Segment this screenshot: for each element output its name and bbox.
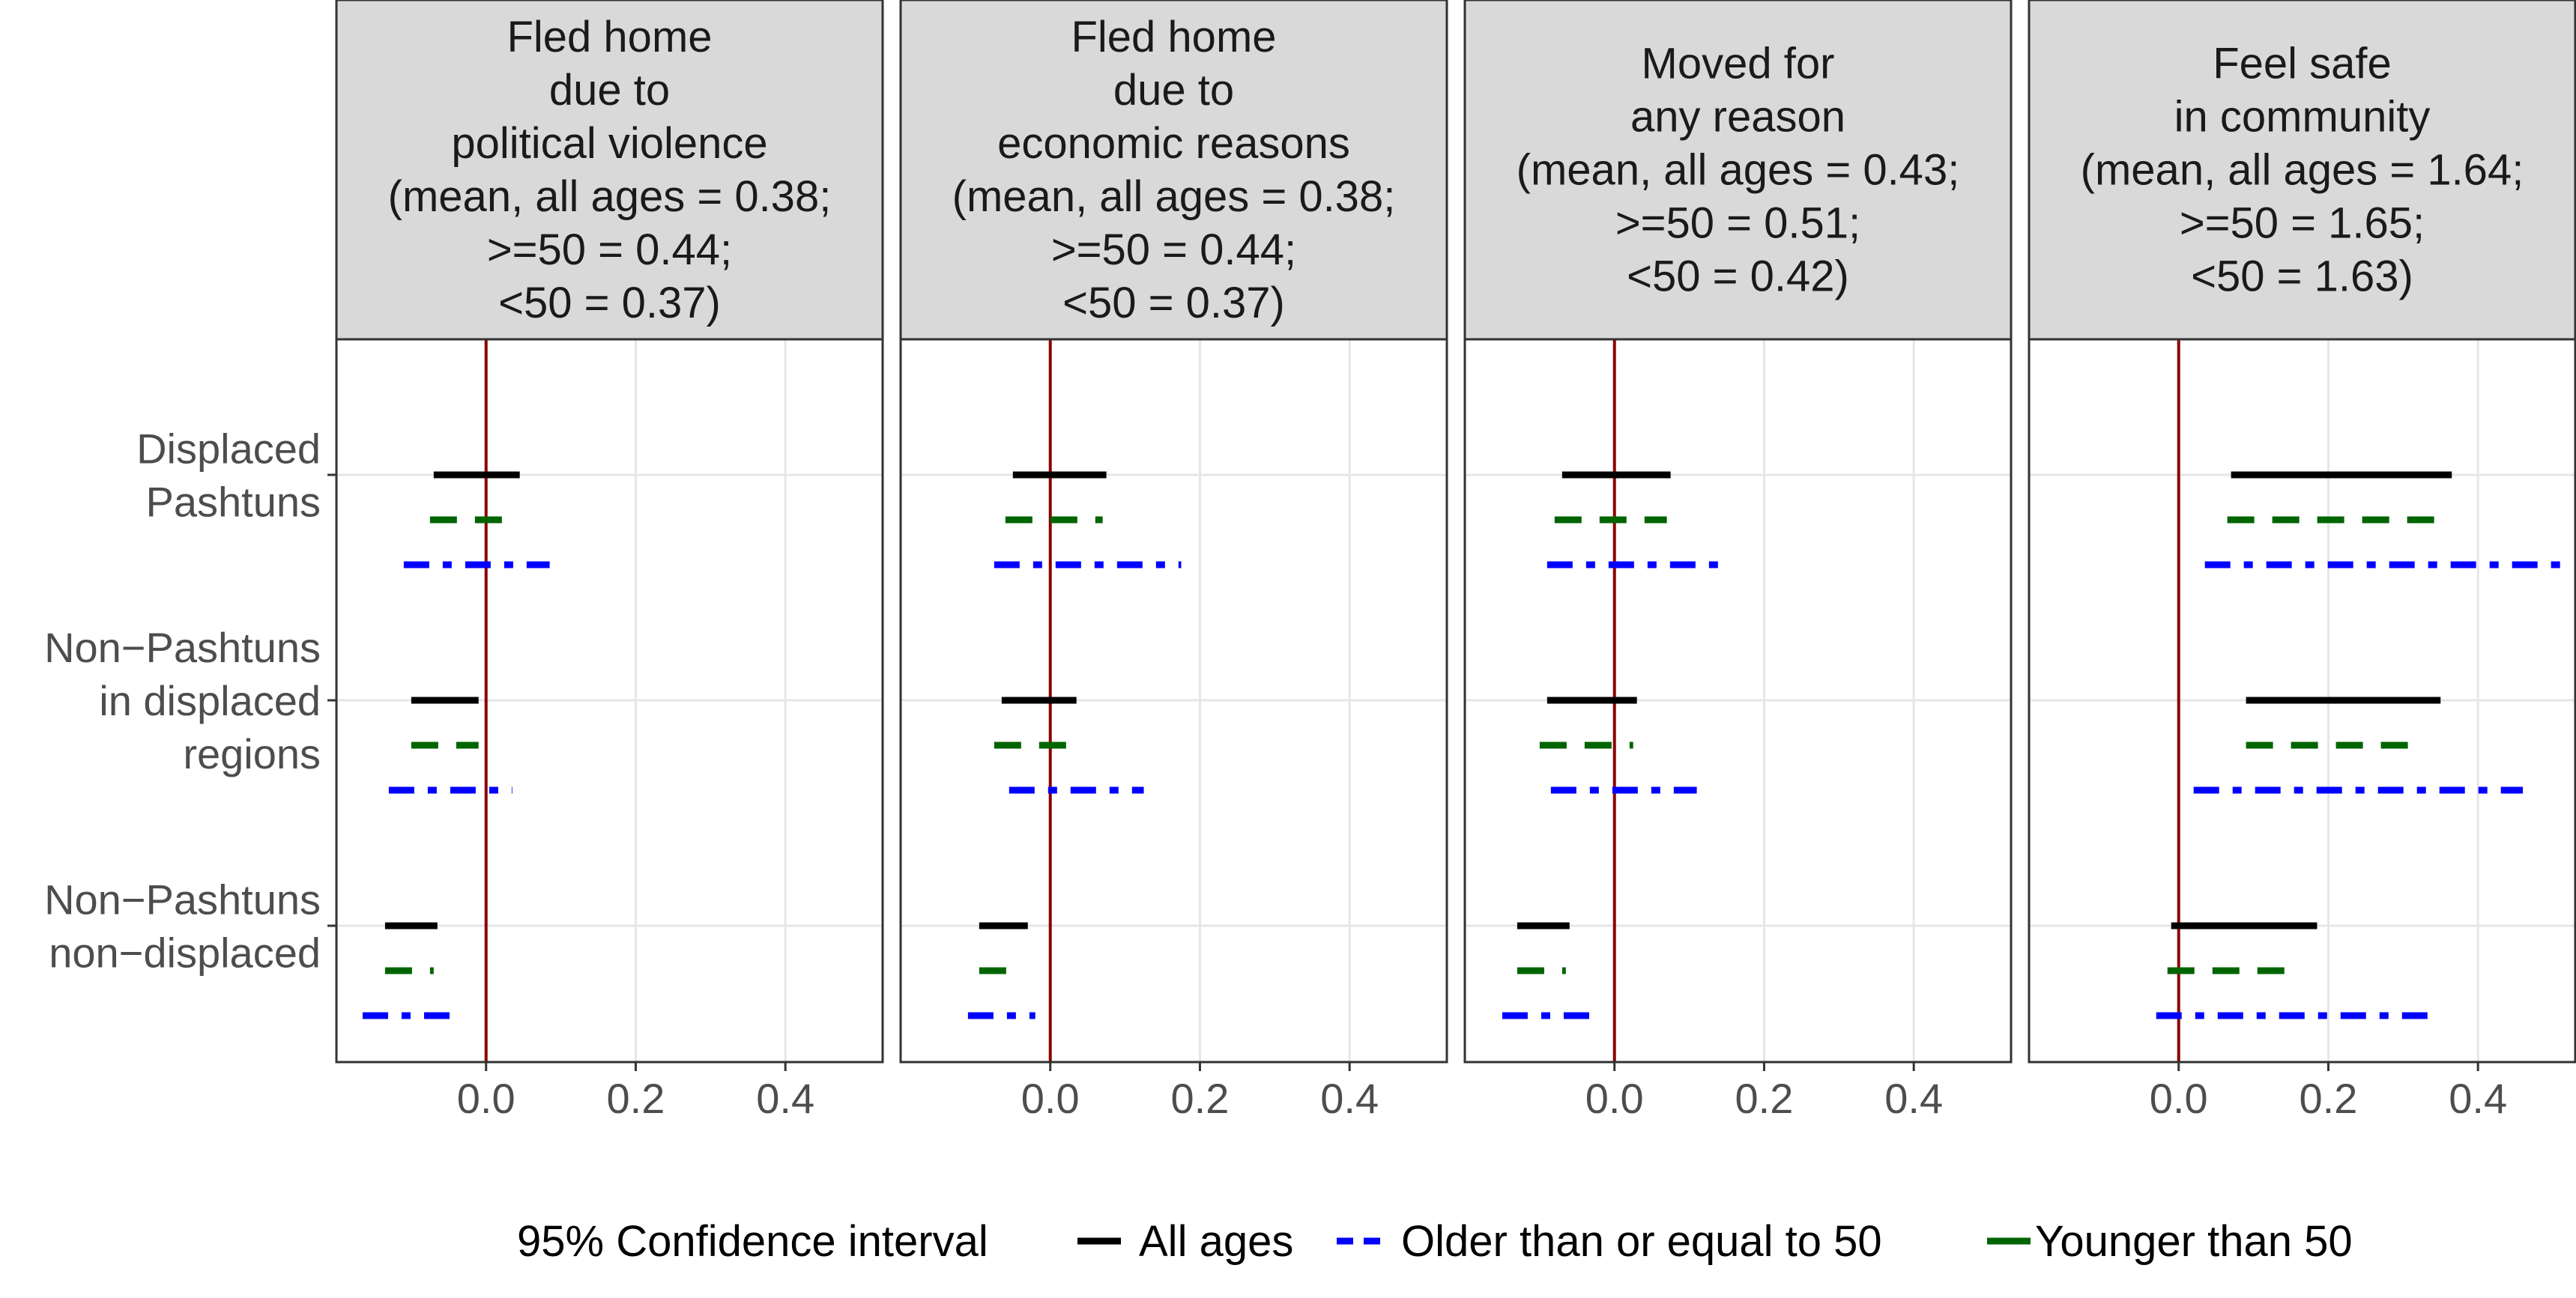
facet-title-line: >=50 = 0.44; — [487, 225, 732, 274]
facet-title-line: (mean, all ages = 0.43; — [1517, 146, 1960, 195]
legend-label-all: All ages — [1139, 1217, 1293, 1266]
legend-item-all: All ages — [1077, 1217, 1293, 1266]
x-tick-label: 0.0 — [2150, 1075, 2208, 1122]
panel-border — [1463, 338, 2013, 1064]
x-tick-label: 0.2 — [2300, 1075, 2358, 1122]
facet-strip — [899, 0, 1448, 341]
panel-border — [2028, 338, 2576, 1064]
facet-title-line: in community — [2174, 93, 2431, 142]
x-tick-label: 0.4 — [1884, 1075, 1943, 1122]
facet-title-line: >=50 = 0.51; — [1615, 199, 1860, 248]
facet-title-line: (mean, all ages = 1.64; — [2081, 146, 2524, 195]
facet-title-line: due to — [549, 66, 670, 115]
facet-strip — [2028, 0, 2576, 341]
y-axis-label-line: non−displaced — [49, 929, 321, 977]
x-tick-label: 0.0 — [1585, 1075, 1644, 1122]
y-axis-label: Non−Pashtuns non−displaced — [44, 876, 336, 977]
y-axis-label: Non−Pashtuns in displaced regions — [44, 624, 336, 777]
y-axis-label-line: regions — [183, 730, 321, 777]
x-tick-label: 0.2 — [1735, 1075, 1794, 1122]
y-axis-label-line: Non−Pashtuns — [44, 624, 321, 671]
facet-title-line: economic reasons — [997, 119, 1350, 168]
legend-item-younger: Younger than 50 — [1987, 1217, 2353, 1266]
x-tick-label: 0.4 — [2449, 1075, 2507, 1122]
y-axis-label-line: Displaced — [136, 425, 321, 473]
facet-panel: Moved for any reason(mean, all ages = 0.4… — [1463, 0, 2013, 1122]
x-tick-label: 0.4 — [756, 1075, 814, 1122]
y-axis-label-line: Pashtuns — [146, 479, 321, 526]
x-tick-label: 0.4 — [1320, 1075, 1379, 1122]
facet-title-line: >=50 = 1.65; — [2180, 199, 2425, 248]
facet-title-line: political violence — [451, 119, 767, 168]
y-axis-label: Displaced Pashtuns — [136, 425, 336, 526]
row-labels: Displaced Pashtuns Non−Pashtuns in displace… — [44, 425, 336, 977]
facet-title-line: (mean, all ages = 0.38; — [952, 172, 1396, 221]
x-tick-label: 0.0 — [1021, 1075, 1080, 1122]
y-axis-label-line: in displaced — [99, 677, 321, 724]
legend: 95% Confidence interval All ages Older tha… — [517, 1217, 2353, 1266]
facet-title-line: Feel safe — [2213, 40, 2392, 88]
facet-title-line: Fled home — [507, 13, 712, 61]
panel-border — [899, 338, 1448, 1064]
facet-title-line: <50 = 1.63) — [2191, 252, 2413, 301]
facet-title-line: >=50 = 0.44; — [1051, 225, 1296, 274]
legend-label-older: Older than or equal to 50 — [1401, 1217, 1882, 1266]
legend-item-older: Older than or equal to 50 — [1337, 1217, 1882, 1266]
x-tick-label: 0.2 — [1171, 1075, 1230, 1122]
facet-title-line: (mean, all ages = 0.38; — [388, 172, 832, 221]
y-axis-label-line: Non−Pashtuns — [44, 876, 321, 924]
x-tick-label: 0.2 — [607, 1075, 665, 1122]
facet-title-line: Fled home — [1071, 13, 1276, 61]
facet-title-line: <50 = 0.37) — [498, 279, 721, 327]
facet-strip — [1463, 0, 2013, 341]
facet-panel: Feel safe in community(mean, all ages = 1… — [2028, 0, 2576, 1122]
legend-title: 95% Confidence interval — [517, 1217, 988, 1266]
facet-title-line: any reason — [1630, 93, 1845, 142]
facet-title-line: Moved for — [1642, 40, 1835, 88]
legend-label-younger: Younger than 50 — [2035, 1217, 2353, 1266]
facet-title-line: <50 = 0.42) — [1627, 252, 1849, 301]
facet-title-line: <50 = 0.37) — [1062, 279, 1285, 327]
facet-title-line: due to — [1113, 66, 1234, 115]
x-tick-label: 0.0 — [457, 1075, 515, 1122]
facet-strip — [335, 0, 884, 341]
